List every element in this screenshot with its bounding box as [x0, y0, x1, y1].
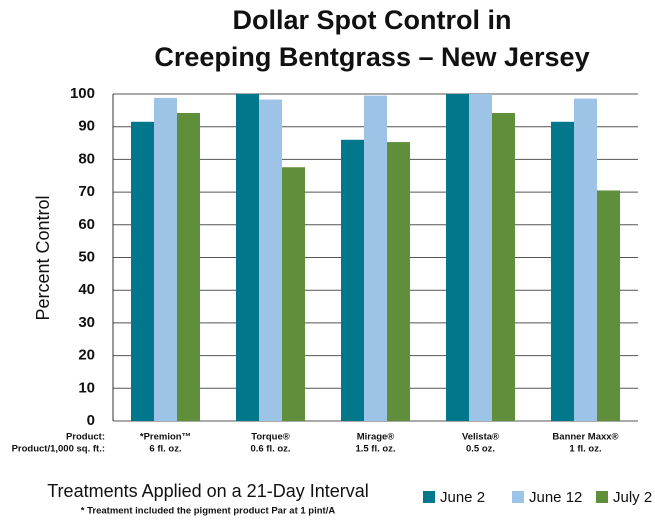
bar	[236, 94, 259, 421]
y-tick-label: 80	[78, 150, 95, 167]
x-tick-label: Mirage®	[357, 432, 395, 443]
row-label: Product/1,000 sq. ft.:	[12, 444, 105, 455]
x-axis-title: Treatments Applied on a 21-Day Interval	[47, 481, 369, 501]
legend-label: July 2	[613, 489, 652, 506]
x-tick-sublabel: 6 fl. oz.	[149, 444, 181, 455]
y-tick-label: 0	[87, 412, 95, 429]
bar	[154, 97, 177, 421]
x-tick-sublabel: 1.5 fl. oz.	[355, 444, 395, 455]
bar	[446, 94, 469, 421]
bar	[492, 112, 515, 421]
bar	[387, 142, 410, 421]
y-tick-label: 30	[78, 314, 95, 331]
y-axis-title: Percent Control	[33, 195, 53, 320]
legend-swatch	[596, 491, 608, 503]
legend-swatch	[512, 491, 524, 503]
chart-title: Dollar Spot Control in	[233, 5, 512, 35]
y-tick-label: 40	[78, 281, 95, 298]
chart-title: Creeping Bentgrass – New Jersey	[154, 42, 589, 72]
x-tick-sublabel: 0.5 oz.	[466, 444, 495, 455]
bar	[341, 139, 364, 421]
bar	[469, 94, 492, 421]
x-tick-label: Banner Maxx®	[552, 432, 618, 443]
bar	[551, 121, 574, 422]
footnote: * Treatment included the pigment product…	[81, 506, 336, 517]
x-tick-label: Velista®	[462, 432, 499, 443]
bar	[597, 190, 620, 421]
x-tick-label: *Premion™	[140, 432, 191, 443]
legend-swatch	[423, 491, 435, 503]
bar	[364, 95, 387, 421]
x-tick-sublabel: 1 fl. oz.	[569, 444, 601, 455]
bar	[574, 98, 597, 421]
bar	[259, 99, 282, 422]
bar	[131, 121, 154, 422]
y-tick-label: 60	[78, 216, 95, 233]
y-tick-label: 10	[78, 379, 95, 396]
y-tick-label: 100	[70, 85, 95, 102]
x-tick-sublabel: 0.6 fl. oz.	[250, 444, 290, 455]
legend-label: June 12	[529, 489, 582, 506]
bar	[177, 112, 200, 421]
y-tick-label: 20	[78, 347, 95, 364]
y-tick-label: 50	[78, 248, 95, 265]
legend-label: June 2	[440, 489, 485, 506]
y-tick-label: 90	[78, 118, 95, 135]
bar	[282, 167, 305, 421]
y-tick-label: 70	[78, 183, 95, 200]
x-tick-label: Torque®	[251, 432, 290, 443]
row-label: Product:	[66, 432, 105, 443]
